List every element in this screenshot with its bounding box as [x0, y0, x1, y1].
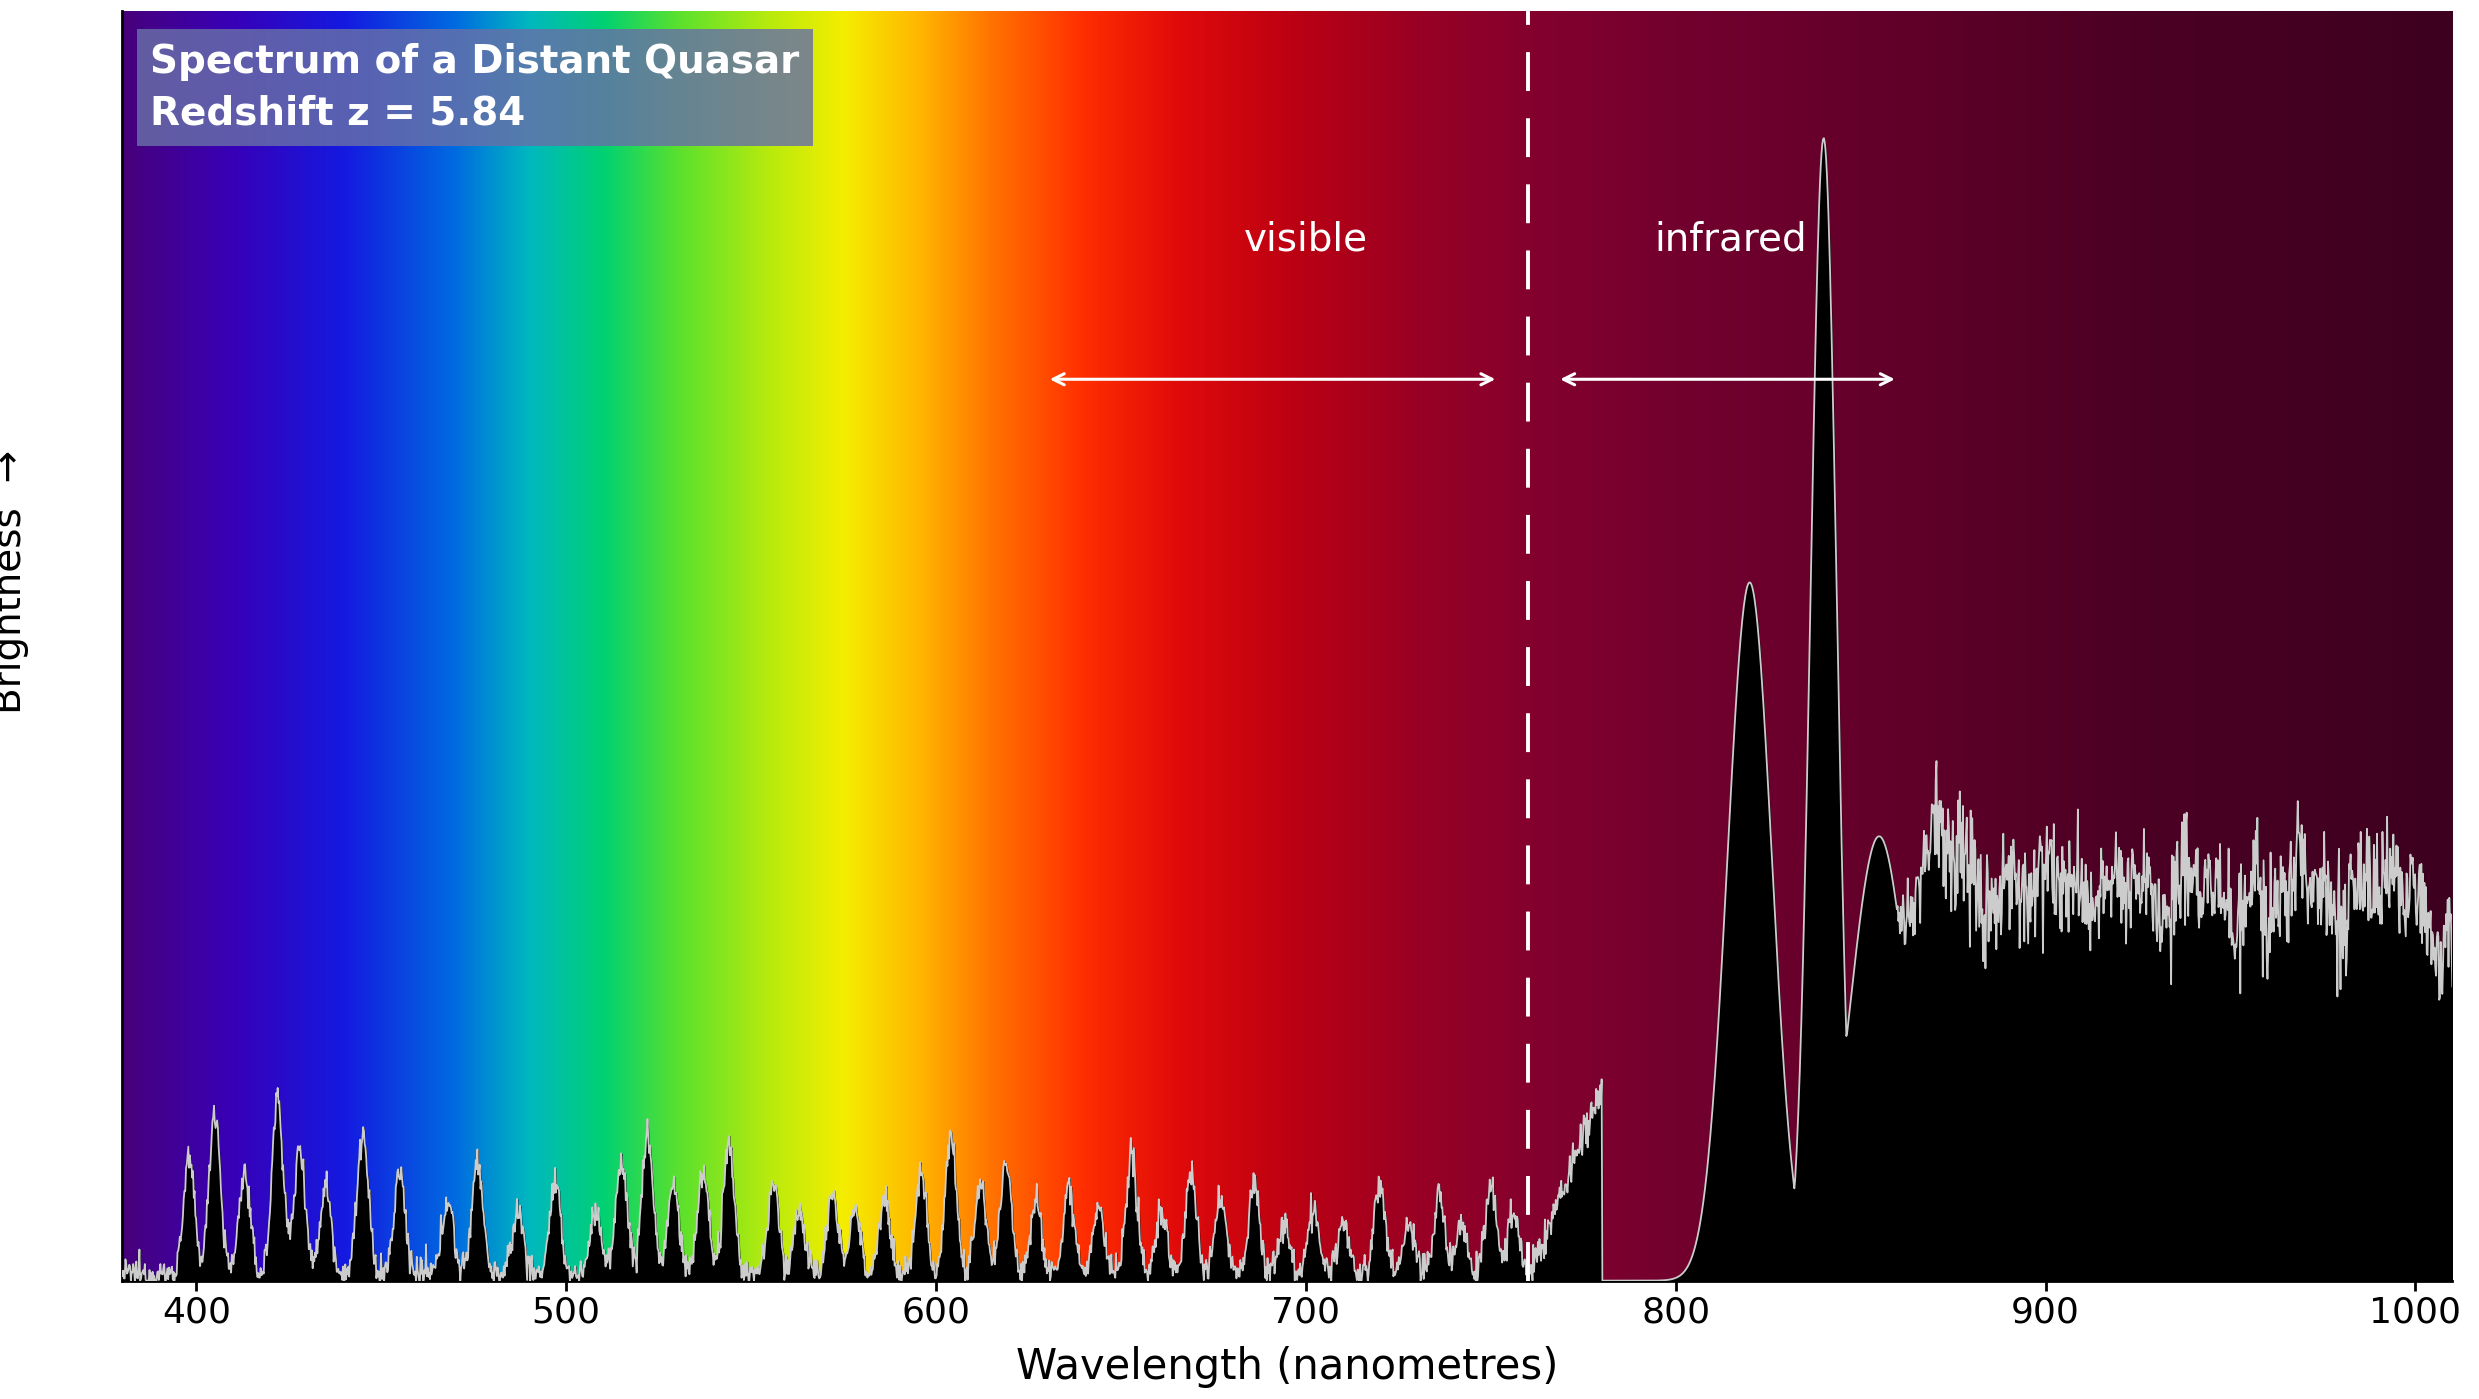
Text: visible: visible — [1244, 221, 1368, 259]
X-axis label: Wavelength (nanometres): Wavelength (nanometres) — [1016, 1346, 1559, 1388]
Text: Spectrum of a Distant Quasar
Redshift z = 5.84: Spectrum of a Distant Quasar Redshift z … — [151, 43, 801, 133]
Text: Brightness  →: Brightness → — [0, 450, 30, 715]
Text: infrared: infrared — [1656, 221, 1807, 259]
